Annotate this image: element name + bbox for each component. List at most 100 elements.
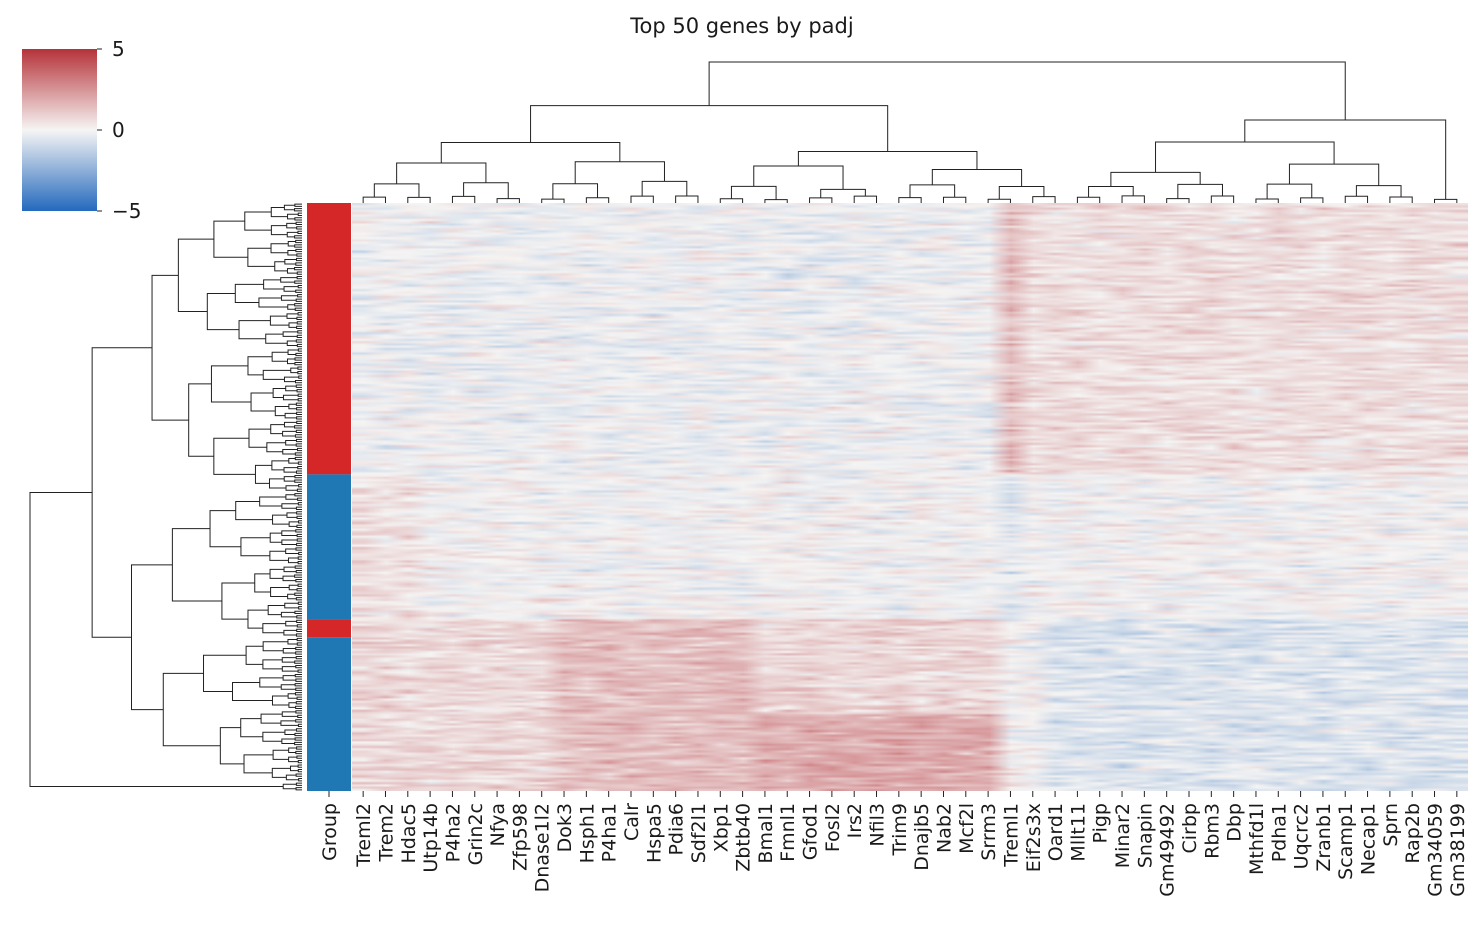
row-dendrogram-link [298,606,302,610]
colorbar-ticks: 5 0 −5 [97,37,141,223]
row-dendrogram-link [294,357,302,361]
row-dendrogram-link [296,755,302,759]
row-dendrogram-link [296,642,302,646]
colorbar-gradient [22,49,97,211]
gene-label: Zfp598 [509,803,531,871]
gene-label: Sdf2l1 [688,803,710,863]
gene-label: Mthfd1l [1246,803,1268,875]
gene-label: Treml2 [353,803,375,868]
column-dendrogram-link [942,196,967,203]
column-dendrogram-link [630,195,654,203]
row-dendrogram-link [294,425,302,429]
row-dendrogram-link [297,465,302,470]
row-dendrogram-link [177,238,214,313]
row-dendrogram-link [294,683,302,687]
row-dendrogram-link [298,484,302,488]
row-dendrogram-link [294,235,302,239]
row-dendrogram-link [297,285,302,289]
row-dendrogram-link [294,452,302,456]
row-dendrogram-link [281,530,298,536]
group-segment-A [307,619,351,638]
row-dendrogram-link [295,678,302,682]
row-dendrogram-link [221,582,255,620]
row-dendrogram-link [267,605,285,616]
row-dendrogram-link [297,560,302,565]
column-dendrogram-link [853,195,878,203]
gene-label: Hdac5 [398,803,420,864]
row-dendrogram-link [294,303,302,307]
row-dendrogram [29,203,302,791]
column-dendrogram-link [1389,196,1413,203]
row-dendrogram-link [254,573,271,593]
row-dendrogram-link [295,221,302,225]
row-dendrogram-link [294,592,302,596]
row-dendrogram-link [296,316,302,320]
row-dendrogram-link [283,286,299,292]
row-dendrogram-link [209,510,241,548]
row-dendrogram-link [286,268,298,274]
column-dendrogram-link [1121,195,1145,203]
row-dendrogram-link [281,539,298,545]
row-dendrogram-link [295,529,302,533]
gene-label: Utp14b [420,803,442,873]
row-dendrogram-link [270,243,289,254]
group-annotation-bar [307,203,351,791]
row-dendrogram-link [295,633,302,637]
row-dendrogram-link [271,695,289,706]
row-dendrogram-link [296,334,302,339]
row-dendrogram-link [280,611,297,618]
gene-label: Zranb1 [1313,803,1335,872]
row-dendrogram-link [91,347,153,638]
row-dendrogram-link [286,231,298,238]
row-dendrogram-link [294,307,302,311]
row-dendrogram-link [271,351,289,362]
column-dendrogram-link [730,185,777,200]
gene-label: Srrm3 [978,803,1000,861]
row-dendrogram-link [295,470,302,474]
column-dendrogram-link [1244,119,1447,200]
row-dendrogram-link [294,475,302,479]
row-dendrogram-link [295,443,302,447]
gene-label: Fosl2 [822,803,844,852]
row-dendrogram-link [294,203,302,207]
column-dendrogram-link [809,197,833,203]
row-dendrogram-link [274,406,289,417]
row-dendrogram-link [248,428,271,448]
column-dendrogram-link [440,142,621,163]
chart-title: Top 50 genes by padj [629,14,853,38]
row-dendrogram-link [296,343,302,348]
column-dendrogram-link [641,180,688,197]
row-dendrogram-link [280,295,298,301]
row-dendrogram-link [244,211,272,231]
row-dendrogram-link [297,230,302,235]
row-dendrogram-link [294,434,302,438]
row-dendrogram-link [206,292,240,331]
row-dendrogram-link [294,361,302,366]
row-dendrogram-link [213,220,248,258]
row-dendrogram-link [294,565,302,569]
gene-label: Bmal1 [755,803,777,864]
row-dendrogram-link [290,367,298,374]
row-dendrogram-link [297,497,302,501]
row-dendrogram-link [296,416,302,420]
row-dendrogram-link [259,496,286,507]
row-dendrogram-link [247,609,269,629]
row-dendrogram-link [240,537,271,557]
row-dendrogram-link [295,655,302,660]
gene-label: Rbm3 [1201,803,1223,859]
row-dendrogram-link [295,705,302,709]
row-dendrogram-link [297,601,302,605]
row-dendrogram-link [250,392,276,412]
row-dendrogram-link [295,750,302,755]
column-dendrogram-link [1088,185,1134,198]
row-dendrogram-link [283,629,297,636]
gene-label: Gm38199 [1447,803,1469,897]
row-dendrogram-link [294,266,302,271]
gene-label: Pdha1 [1268,803,1290,862]
row-dendrogram-link [272,514,290,525]
gene-label: Necap1 [1358,803,1380,875]
row-dendrogram-link [297,330,302,334]
gene-label: Zbtb40 [733,803,755,872]
row-dendrogram-link [234,283,264,304]
row-dendrogram-link [232,681,273,702]
